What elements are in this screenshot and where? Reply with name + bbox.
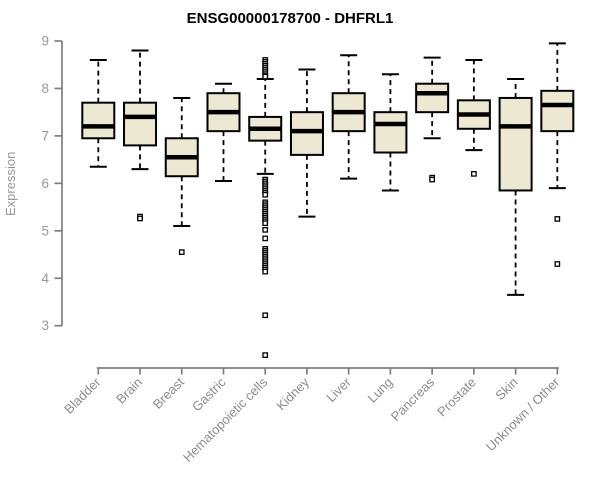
x-category-label-bladder: Bladder [61, 374, 104, 417]
x-category-label-pancreas: Pancreas [388, 374, 438, 424]
x-category-label-liver: Liver [323, 374, 354, 405]
outlier-point-breast [178, 249, 185, 256]
box-lung [373, 111, 408, 154]
x-category-label-breast: Breast [150, 374, 187, 411]
box-pancreas [415, 82, 450, 114]
outlier-point-hematopoietic-cells [262, 73, 269, 80]
x-category-label-unknown-other: Unknown / Other [483, 374, 563, 454]
x-category-label-prostate: Prostate [434, 375, 479, 420]
outlier-point-hematopoietic-cells [262, 227, 269, 233]
box-brain [123, 101, 158, 147]
y-tick-label: 9 [41, 34, 49, 49]
y-tick-label: 7 [41, 128, 49, 143]
x-category-label-skin: Skin [492, 375, 520, 403]
y-tick-label: 3 [41, 318, 49, 333]
x-category-label-brain: Brain [113, 375, 145, 407]
y-tick-label: 5 [41, 223, 49, 238]
box-bladder [81, 101, 116, 140]
outlier-point-hematopoietic-cells [262, 235, 269, 242]
box-kidney [289, 111, 324, 156]
outlier-point-unknown-other [554, 261, 561, 267]
y-tick-label: 8 [41, 81, 49, 96]
y-tick-label: 4 [41, 271, 49, 286]
outlier-point-hematopoietic-cells [262, 352, 269, 358]
outlier-point-hematopoietic-cells [262, 220, 269, 227]
chart-title: ENSG00000178700 - DHFRL1 [186, 10, 394, 27]
box-unknown-other [540, 89, 575, 133]
x-category-label-lung: Lung [364, 375, 395, 406]
outlier-point-pancreas [429, 176, 435, 183]
outlier-point-unknown-other [554, 216, 561, 222]
x-category-label-gastric: Gastric [189, 374, 229, 414]
outlier-point-hematopoietic-cells [262, 191, 269, 198]
box-skin [498, 96, 533, 192]
y-tick-label: 6 [41, 176, 49, 191]
outlier-point-hematopoietic-cells [262, 268, 269, 275]
x-category-label-kidney: Kidney [273, 374, 312, 413]
outlier-point-prostate [471, 171, 477, 177]
outlier-point-hematopoietic-cells [262, 312, 269, 319]
outlier-point-brain [137, 215, 143, 222]
